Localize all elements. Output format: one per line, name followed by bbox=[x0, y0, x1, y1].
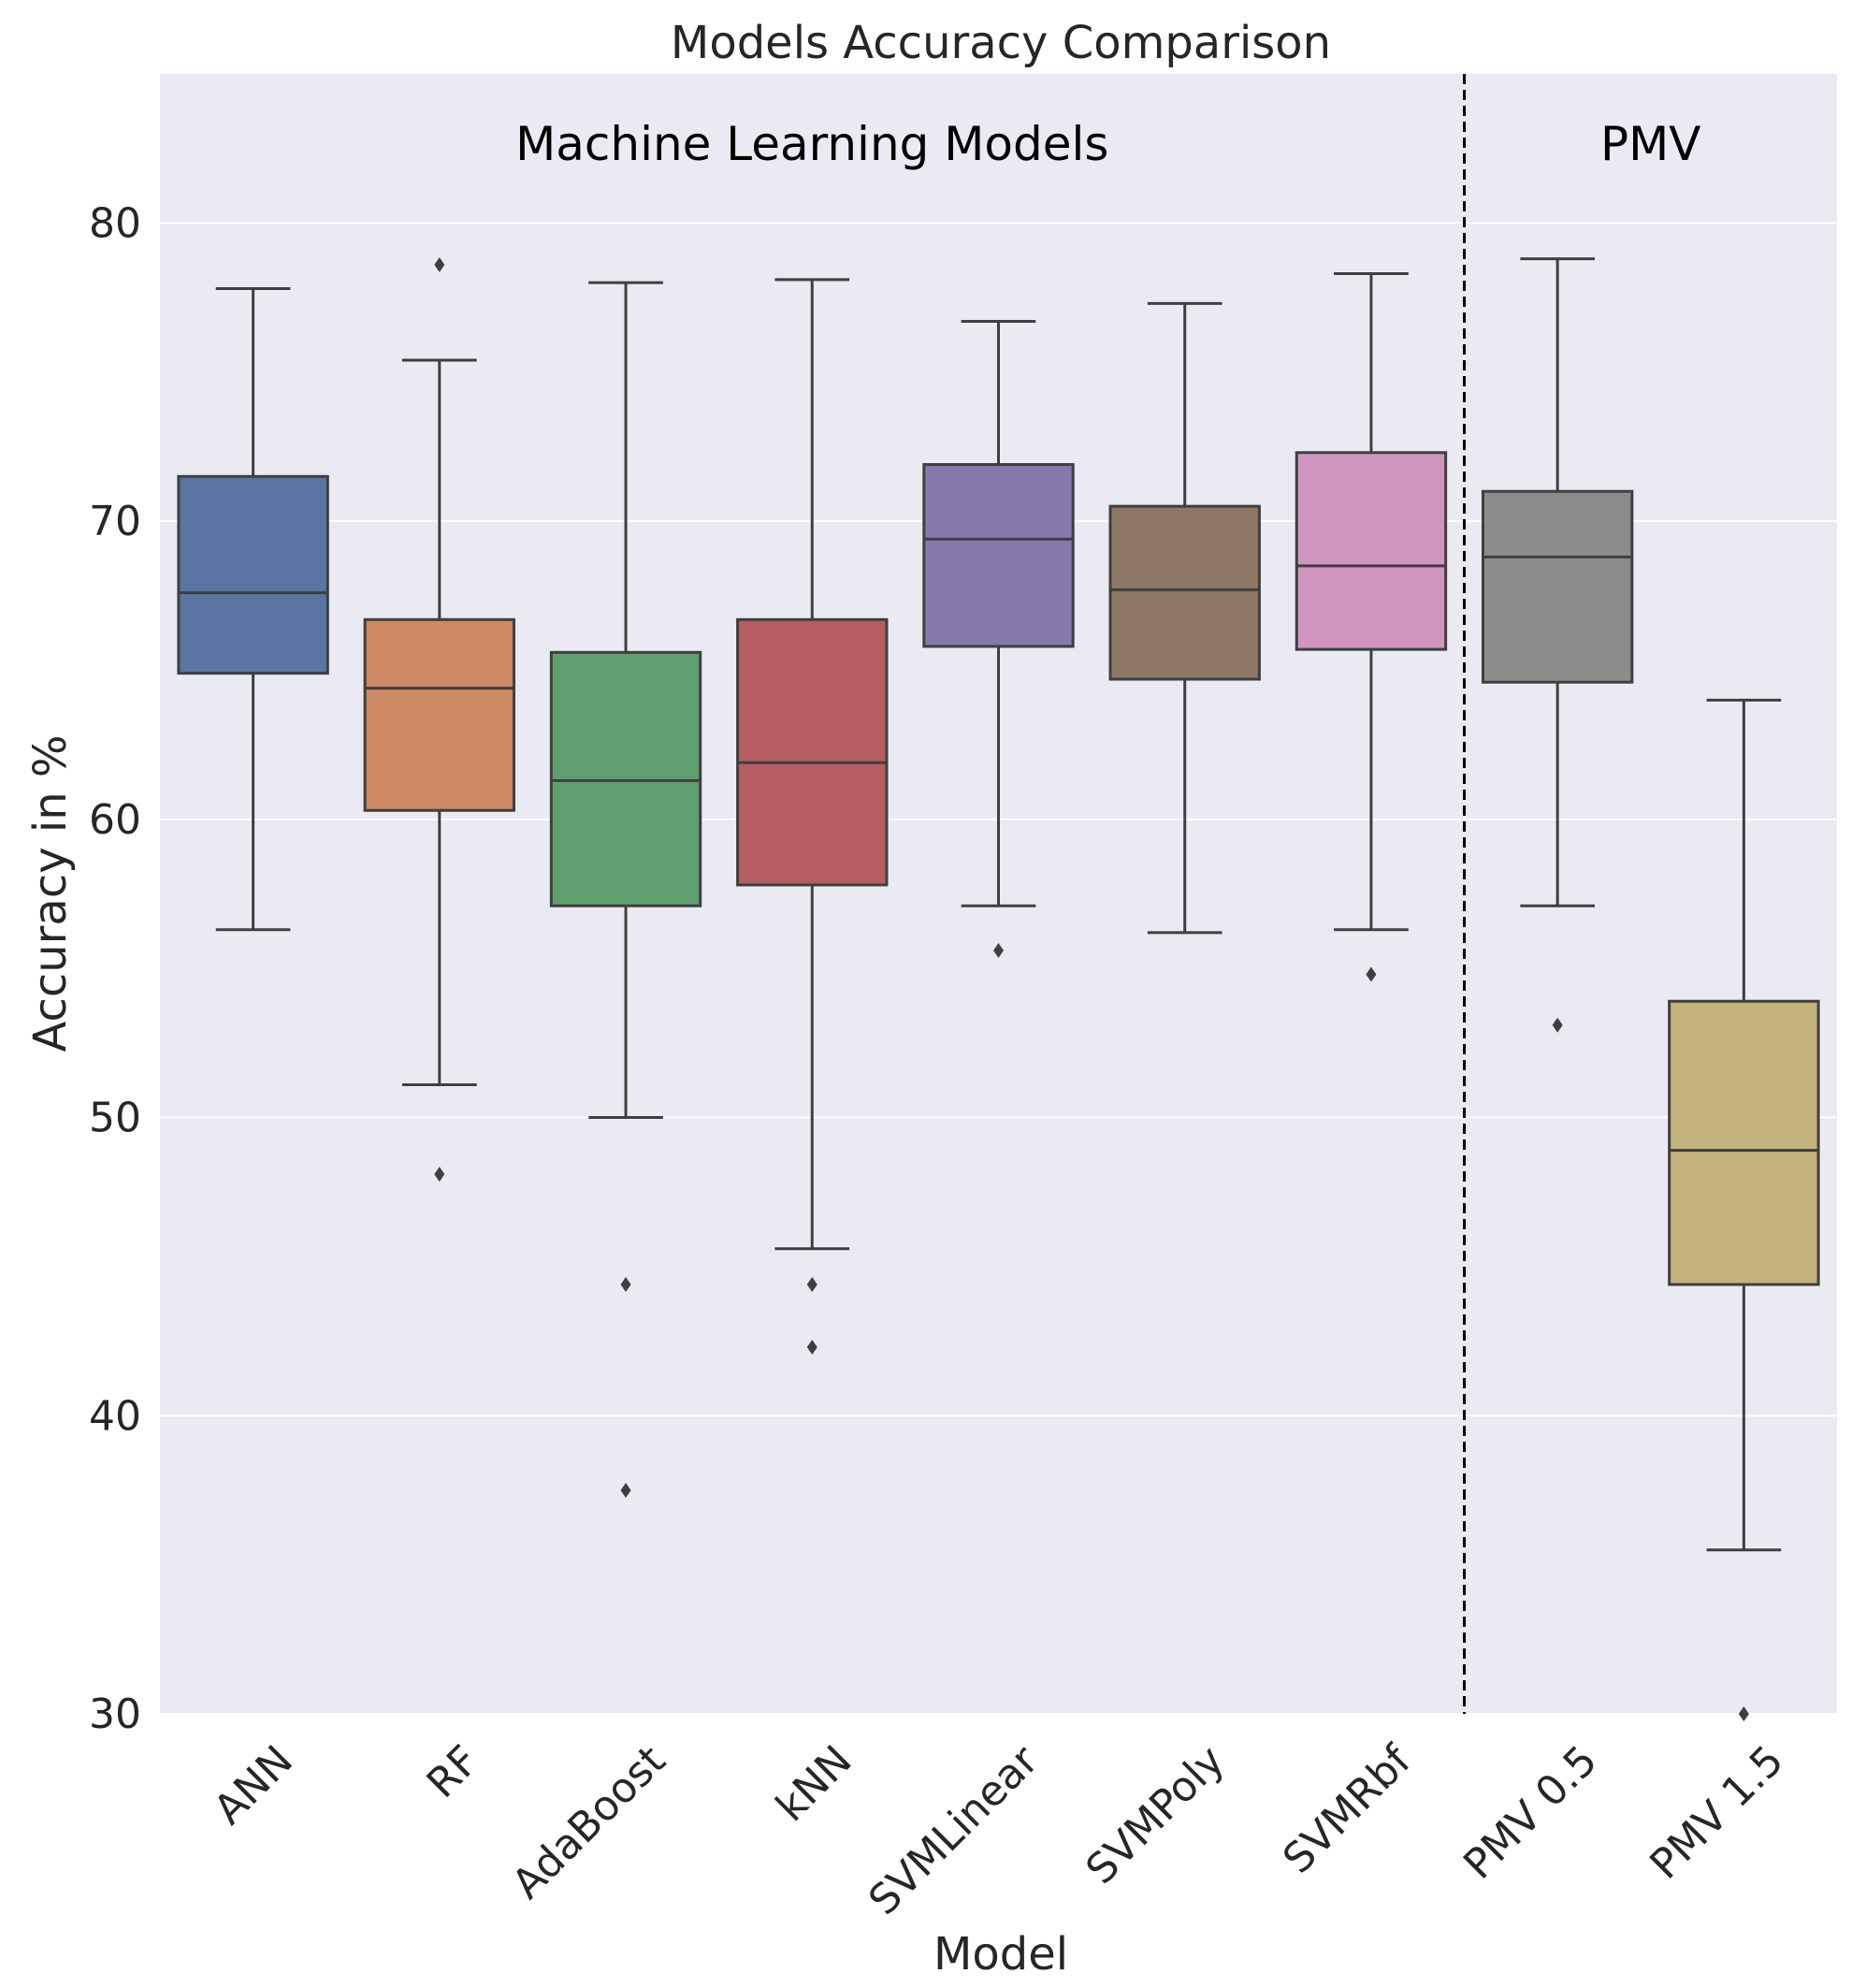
y-tick-label: 70 bbox=[89, 498, 141, 545]
x-tick-label: ANN bbox=[205, 1736, 302, 1834]
outlier-point bbox=[434, 256, 445, 272]
y-tick-label: 30 bbox=[89, 1691, 141, 1738]
outlier-point bbox=[620, 1482, 631, 1498]
outlier-point bbox=[434, 1167, 445, 1183]
x-tick-label: SVMPoly bbox=[1077, 1736, 1234, 1894]
group-label: Machine Learning Models bbox=[515, 117, 1108, 171]
y-axis-label: Accuracy in % bbox=[24, 734, 77, 1052]
x-axis-label: Model bbox=[933, 1928, 1068, 1981]
outlier-point bbox=[806, 1277, 817, 1293]
y-tick-label: 40 bbox=[89, 1392, 141, 1440]
outlier-point bbox=[806, 1339, 817, 1355]
box-svmpoly bbox=[1108, 301, 1261, 935]
box-svmrbf bbox=[1295, 272, 1448, 982]
boxes bbox=[177, 256, 1820, 1721]
chart-title: Models Accuracy Comparison bbox=[671, 17, 1331, 69]
x-tick-label: kNN bbox=[767, 1736, 861, 1831]
iqr-box bbox=[922, 463, 1075, 648]
iqr-box bbox=[363, 617, 516, 812]
x-tick-label: AdaBoost bbox=[503, 1736, 674, 1908]
y-axis-ticks: 30 40 50 60 70 80 bbox=[89, 199, 141, 1738]
outlier-point bbox=[1738, 1706, 1749, 1721]
box-adaboost bbox=[549, 281, 702, 1498]
outlier-point bbox=[1366, 966, 1377, 982]
x-tick-label: PMV 0.5 bbox=[1454, 1736, 1606, 1888]
iqr-box bbox=[549, 650, 702, 907]
iqr-box bbox=[1108, 504, 1261, 681]
box-pmv-0-5 bbox=[1481, 257, 1634, 1033]
outlier-point bbox=[620, 1277, 631, 1293]
x-tick-label: SVMLinear bbox=[860, 1736, 1048, 1924]
box-knn bbox=[736, 278, 889, 1355]
group-label: PMV bbox=[1600, 117, 1701, 171]
x-tick-label: SVMRbf bbox=[1274, 1735, 1421, 1882]
y-tick-label: 50 bbox=[89, 1095, 141, 1142]
iqr-box bbox=[736, 617, 889, 887]
box-rf bbox=[363, 256, 516, 1183]
box-ann bbox=[177, 286, 329, 932]
iqr-box bbox=[177, 474, 329, 675]
iqr-box bbox=[1295, 451, 1448, 651]
x-tick-label: PMV 1.5 bbox=[1641, 1736, 1792, 1888]
box-pmv-1-5 bbox=[1668, 698, 1820, 1721]
iqr-box bbox=[1481, 489, 1634, 684]
outlier-point bbox=[993, 943, 1004, 959]
group-labels: Machine Learning Models PMV bbox=[515, 117, 1700, 171]
outlier-point bbox=[1552, 1017, 1563, 1033]
box-svmlinear bbox=[922, 320, 1075, 959]
iqr-box bbox=[1668, 999, 1820, 1286]
y-tick-label: 80 bbox=[89, 199, 141, 247]
x-tick-label: RF bbox=[418, 1736, 489, 1807]
y-tick-label: 60 bbox=[89, 796, 141, 844]
